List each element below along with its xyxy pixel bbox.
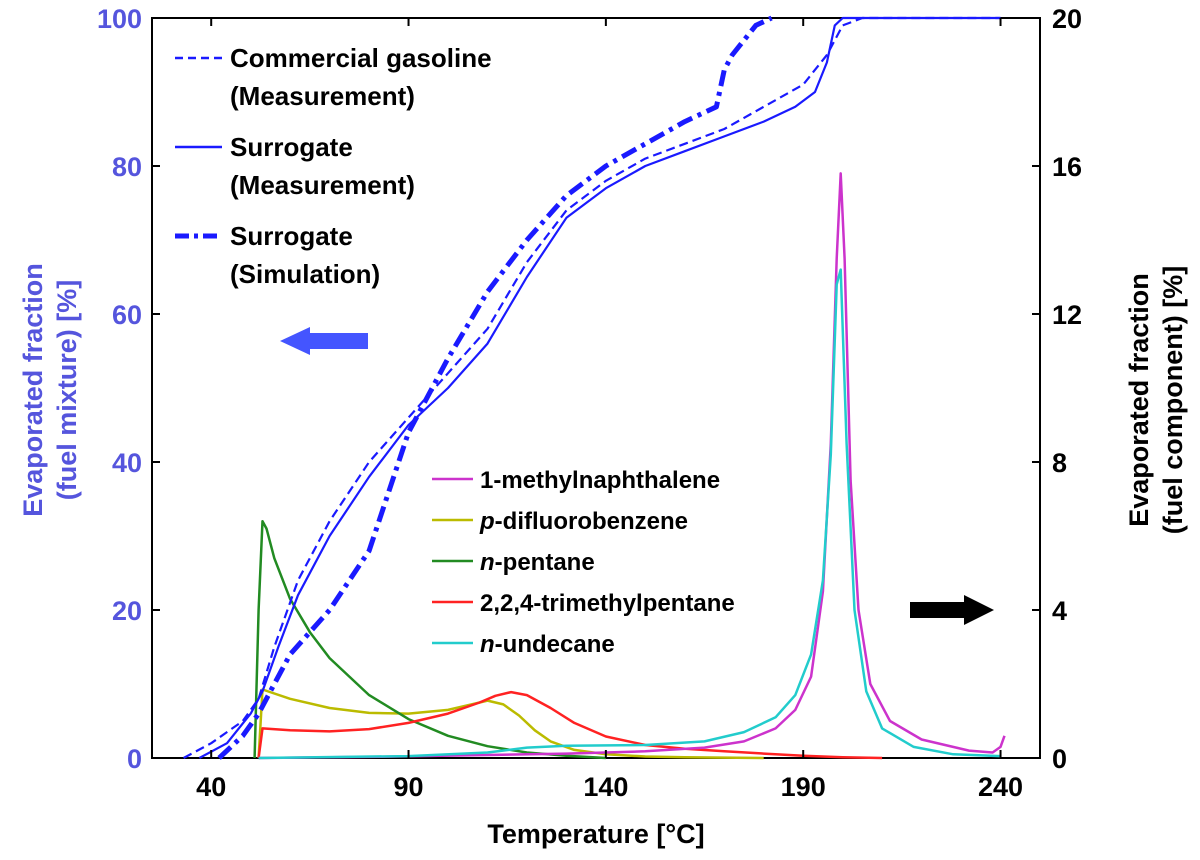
- x-tick-label: 140: [583, 772, 628, 802]
- x-tick-label: 40: [196, 772, 226, 802]
- y-right-tick-label: 12: [1052, 300, 1082, 330]
- series-undecane: [258, 268, 1001, 760]
- x-tick-label: 90: [394, 772, 424, 802]
- y-right-title-line2: (fuel component) [%]: [1158, 266, 1188, 534]
- legend-trimethylpentane: 2,2,4-trimethylpentane: [480, 590, 735, 617]
- y-axis-right-title: Evaporated fraction (fuel component) [%]: [1124, 266, 1188, 534]
- ticks-layer: 40 90 140 190 240 0 20 40 60 80 100 0 4 8 12 16 20: [97, 4, 1082, 802]
- y-right-tick-label: 8: [1052, 448, 1067, 478]
- x-axis-title: Temperature [°C]: [487, 819, 704, 849]
- mixture-legend: Commercial gasoline (Measurement) Surrog…: [175, 43, 492, 289]
- legend-surrogate-sim-line1: Surrogate: [230, 221, 353, 251]
- y-left-title-line2: (fuel mixture) [%]: [52, 280, 82, 501]
- legend-surrogate-meas-line1: Surrogate: [230, 132, 353, 162]
- legend-gasoline-line1: Commercial gasoline: [230, 43, 492, 73]
- x-tick-label: 190: [781, 772, 826, 802]
- series-surrogate_meas: [198, 16, 1001, 759]
- y-left-tick-label: 100: [97, 4, 142, 34]
- series-surrogate_sim: [217, 15, 773, 760]
- legend-difluorobenzene: p-difluorobenzene: [479, 508, 688, 535]
- y-left-tick-label: 0: [127, 744, 142, 774]
- arrow-left: [280, 327, 368, 355]
- series-trimethylpentane: [257, 690, 883, 760]
- series-difluorobenzene: [257, 688, 764, 760]
- y-left-tick-label: 40: [112, 448, 142, 478]
- legend-gasoline-line2: (Measurement): [230, 81, 415, 111]
- legend-undecane: n-undecane: [480, 631, 615, 658]
- component-legend: 1-methylnaphthalene p-difluorobenzene n-…: [432, 467, 735, 658]
- series-layer: [183, 15, 1006, 760]
- y-left-tick-label: 80: [112, 152, 142, 182]
- legend-pentane: n-pentane: [480, 549, 595, 576]
- y-right-title-line1: Evaporated fraction: [1124, 273, 1154, 527]
- y-axis-left-title: Evaporated fraction (fuel mixture) [%]: [18, 263, 82, 517]
- y-right-tick-label: 4: [1052, 596, 1067, 626]
- y-right-tick-label: 0: [1052, 744, 1067, 774]
- y-left-tick-label: 20: [112, 596, 142, 626]
- legend-surrogate-meas-line2: (Measurement): [230, 170, 415, 200]
- arrow-right: [910, 595, 994, 625]
- legend-surrogate-sim-line2: (Simulation): [230, 259, 380, 289]
- legend-methylnaphthalene: 1-methylnaphthalene: [480, 467, 720, 494]
- x-tick-label: 240: [978, 772, 1023, 802]
- y-right-tick-label: 16: [1052, 152, 1082, 182]
- y-left-tick-label: 60: [112, 300, 142, 330]
- y-right-tick-label: 20: [1052, 4, 1082, 34]
- y-left-title-line1: Evaporated fraction: [18, 263, 48, 517]
